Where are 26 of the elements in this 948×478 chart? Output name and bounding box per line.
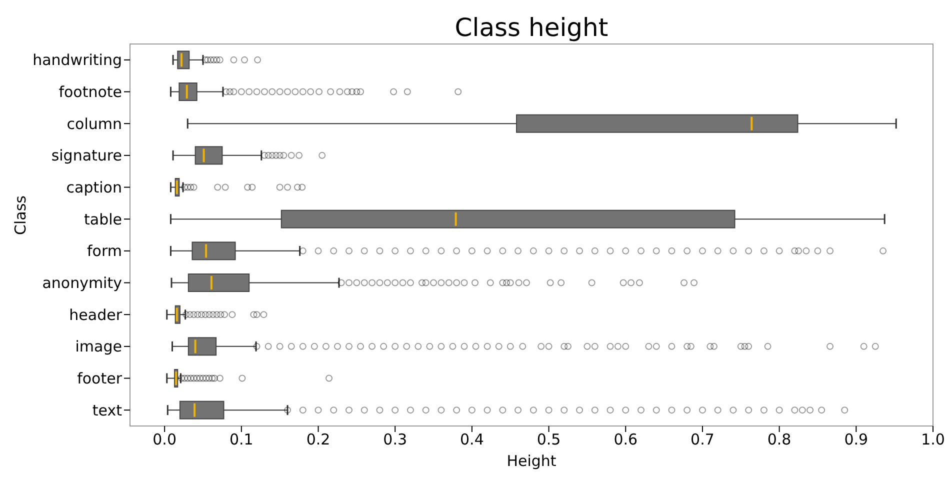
y-tick-label: caption xyxy=(66,178,122,197)
chart-title: Class height xyxy=(454,13,608,42)
y-tick-label: table xyxy=(84,210,122,228)
x-tick-label: 0.5 xyxy=(536,430,561,449)
y-tick-label: form xyxy=(87,242,122,260)
y-tick-label: signature xyxy=(51,146,122,165)
y-tick-label: column xyxy=(66,114,122,133)
x-tick-label: 0.2 xyxy=(306,430,330,449)
x-tick-label: 0.8 xyxy=(767,430,792,449)
y-tick-label: footnote xyxy=(58,83,122,102)
y-axis-title: Class xyxy=(11,195,30,235)
x-tick-label: 0.3 xyxy=(383,430,408,449)
x-axis-title: Height xyxy=(506,452,556,470)
x-tick-label: 0.7 xyxy=(690,430,714,449)
y-tick-label: anonymity xyxy=(42,274,122,292)
y-tick-label: header xyxy=(69,306,123,324)
x-tick-label: 0.6 xyxy=(614,430,638,449)
x-tick-label: 0.4 xyxy=(460,430,484,449)
y-tick-label: text xyxy=(92,401,122,420)
y-tick-label: image xyxy=(75,338,122,356)
x-tick-label: 0.1 xyxy=(229,430,254,449)
y-tick-label: handwriting xyxy=(32,51,122,70)
y-tick-label: footer xyxy=(77,370,123,388)
x-tick-label: 0.0 xyxy=(152,430,177,449)
x-tick-label: 1.0 xyxy=(921,430,945,449)
x-tick-label: 0.9 xyxy=(844,430,868,449)
